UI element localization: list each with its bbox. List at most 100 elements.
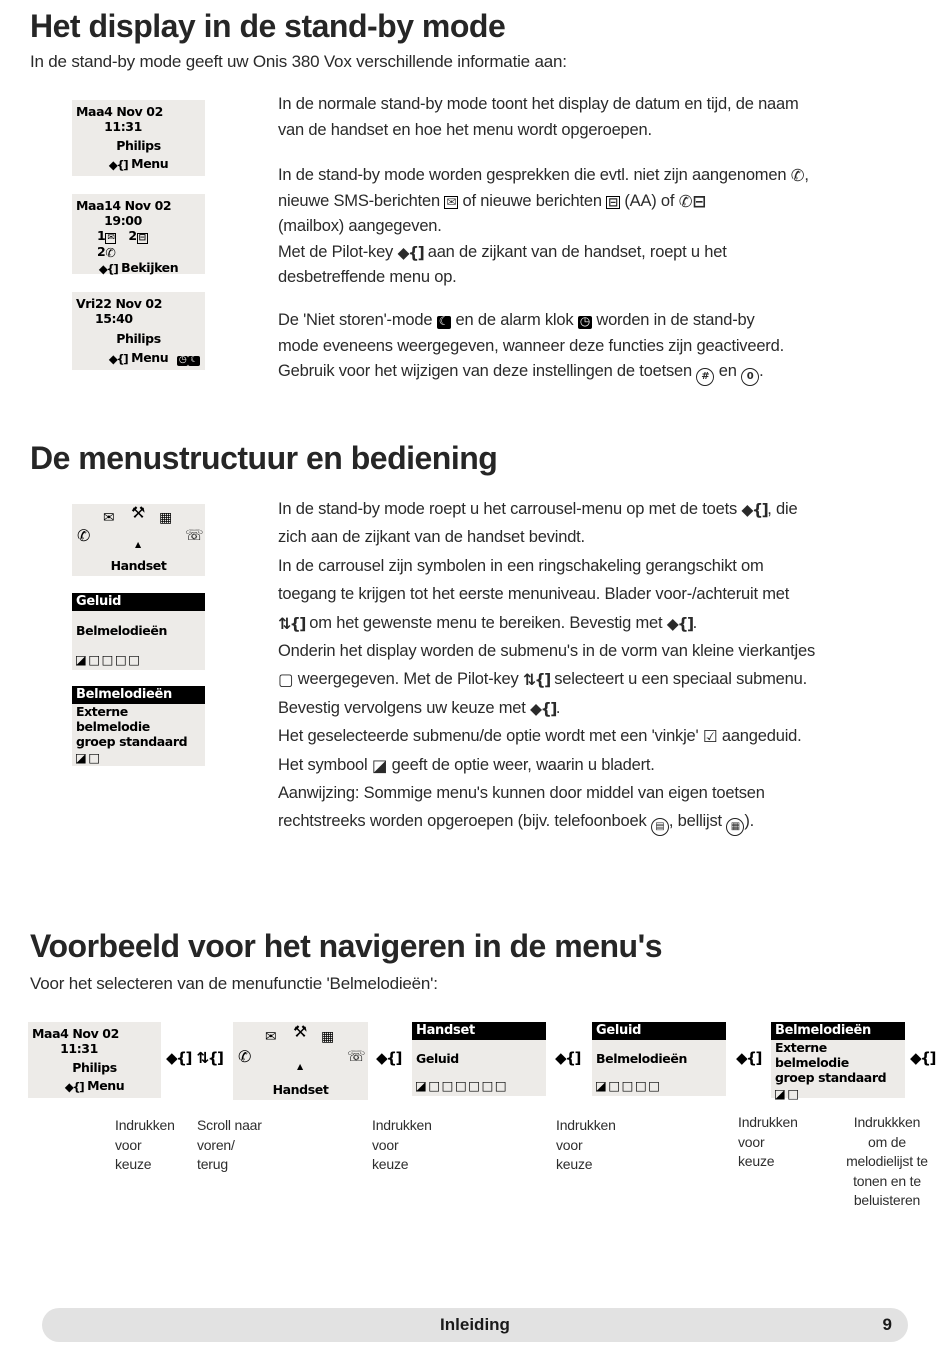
carousel-sms-icon: ✉ <box>265 1029 277 1045</box>
lcd-standby-events: Maa 14 Nov 02 19:00 1 ✉ 2 ⊟ 2✆ ◆{] Bekijke… <box>72 194 205 276</box>
lcd-date-row: Vri 22 Nov 02 15:40 <box>75 295 202 326</box>
nav-lcd-menu-geluid: Geluid Belmelodieën ◪□□□□ <box>592 1022 726 1096</box>
carousel-label: Handset <box>272 1082 329 1097</box>
footer-section-label: Inleiding <box>440 1315 510 1334</box>
lcd-menu-item: Belmelodieën <box>76 623 167 639</box>
browse-square-icon: ◪ <box>75 750 89 765</box>
lcd-handset-name: Philips <box>72 1059 117 1075</box>
empty-square-icon: □ <box>88 750 102 765</box>
lcd-datetime: 4 Nov 02 11:31 <box>60 1026 119 1056</box>
lcd-submenu-squares: ◪□□□□□□ <box>412 1077 546 1093</box>
missed-call-icon: ✆ <box>105 245 116 260</box>
calllist-key-icon: ▦ <box>726 818 745 837</box>
browse-square-icon: ◪ <box>415 1077 429 1093</box>
browse-square-icon: ◪ <box>75 651 89 667</box>
pilot-key-icon: ◆{] <box>98 261 119 276</box>
pilot-key-icon: ◆{] <box>555 1049 581 1067</box>
zero-key-icon: 0 <box>741 368 760 386</box>
lcd-menu-item: Geluid <box>416 1050 459 1066</box>
empty-square-icon: □ <box>634 1077 649 1093</box>
section2-title: De menustructuur en bediening <box>30 440 498 476</box>
section1-paragraph-2: In de stand-by mode worden gesprekken di… <box>278 166 809 286</box>
empty-square-icon: □ <box>481 1077 495 1093</box>
lcd-status-icons: ◷ ☾ <box>176 350 200 367</box>
mailbox-icon: ✆⊟ <box>678 191 706 211</box>
pilot-key-icon: ◆{] <box>555 1047 581 1067</box>
lcd-menu-belmelodieen: Belmelodieën Externe belmelodie groep st… <box>72 686 205 766</box>
phonebook-key-icon: ▤ <box>650 818 669 837</box>
lcd-standby-normal: Maa 4 Nov 02 11:31 Philips ◆{] Menu <box>72 100 205 176</box>
missed-call-icon: ✆ <box>790 166 805 185</box>
section3-title: Voorbeeld voor het navigeren in de menu'… <box>30 928 662 964</box>
carousel-label: Handset <box>110 558 167 573</box>
alarm-clock-icon: ◷ <box>176 355 189 367</box>
section3-intro: Voor het selecteren van de menufunctie '… <box>30 974 438 993</box>
empty-square-icon: □ <box>454 1077 469 1093</box>
lcd-menu-geluid: Geluid Belmelodieën ◪□□□□ <box>72 593 205 670</box>
carousel-tools-icon: ⚒ <box>131 503 145 522</box>
lcd-submenu-squares: ◪□□□□ <box>592 1077 726 1093</box>
carousel-pointer-icon: ▲ <box>297 1062 303 1071</box>
lcd-submenu-squares: ◪□□□□ <box>72 651 205 667</box>
lcd-menu-header: Geluid <box>592 1022 726 1040</box>
empty-square-icon: □ <box>114 651 129 667</box>
lcd-handset-name: Philips <box>116 330 161 346</box>
nav-lcd-menu-belmelodieen: Belmelodieën Externe belmelodie groep st… <box>771 1022 905 1101</box>
empty-square-icon: □ <box>128 651 142 667</box>
carousel-phone-icon: ☏ <box>347 1047 366 1065</box>
lcd-day: Maa <box>76 104 105 119</box>
lcd-menu-header: Belmelodieën <box>771 1022 905 1040</box>
scroll-key-icon: ⇅{] <box>522 670 551 690</box>
pilot-key-icon: ◆{] <box>166 1049 192 1067</box>
nav-lcd-standby: Maa 4 Nov 02 11:31 Philips ◆{] Menu <box>28 1022 161 1098</box>
lcd-menu-line2: groep standaard <box>775 1070 887 1085</box>
scroll-key-icon: ⇅{] <box>196 1049 224 1067</box>
nav-caption-6: Indrukkken om de melodielijst te tonen en t… <box>846 1114 928 1208</box>
section1-paragraph-1: In de normale stand-by mode toont het di… <box>278 95 799 139</box>
lcd-datetime: 4 Nov 02 11:31 <box>104 104 163 134</box>
lcd-date-row: Maa 14 Nov 02 19:00 <box>75 197 202 228</box>
pilot-key-icon: ◆{] <box>397 242 424 262</box>
lcd-date-row: Maa 4 Nov 02 11:31 <box>75 103 202 134</box>
lcd-handset-name: Philips <box>116 137 161 153</box>
pilot-key-icon: ◆{] <box>64 1080 85 1095</box>
nav-lcd-carousel: ✆ ✉ ⚒ ▦ ☏ ▲ Handset <box>233 1022 368 1100</box>
empty-square-icon: □ <box>428 1077 442 1093</box>
pilot-key-icon: ◆{] <box>376 1049 402 1067</box>
browse-square-icon: ◪ <box>371 755 388 775</box>
section1-intro: In de stand-by mode geeft uw Onis 380 Vo… <box>30 52 567 71</box>
nav-caption-4: Indrukken voor keuze <box>556 1117 616 1172</box>
carousel-pointer-icon: ▲ <box>135 540 141 549</box>
empty-square-icon: □ <box>648 1077 662 1093</box>
nav-lcd-menu-handset: Handset Geluid ◪□□□□□□ <box>412 1022 546 1096</box>
empty-square-icon: □ <box>787 1086 801 1101</box>
lcd-day: Maa <box>76 198 105 213</box>
pilot-key-icon: ◆{] <box>736 1047 762 1067</box>
carousel-tools-icon: ⚒ <box>293 1022 307 1041</box>
lcd-day: Maa <box>32 1026 61 1041</box>
pilot-key-icon: ◆{] <box>108 352 129 367</box>
browse-square-icon: ◪ <box>774 1086 788 1101</box>
lcd-menu-header: Handset <box>412 1022 546 1040</box>
pilot-key-icon: ◆{] <box>376 1047 402 1067</box>
lcd-date-row: Maa 4 Nov 02 11:31 <box>31 1025 158 1056</box>
lcd-softkey-line: ◆{] Menu ◷ ☾ <box>75 350 202 367</box>
lcd-submenu-squares: ◪□ <box>771 1085 905 1101</box>
carousel-phone-icon: ☏ <box>185 526 204 544</box>
check-square-icon: ☑ <box>702 727 718 747</box>
lcd-menu-line1: Externe belmelodie <box>775 1040 849 1070</box>
empty-square-icon: □ <box>441 1077 455 1093</box>
lcd-menu-header: Geluid <box>72 593 205 611</box>
nav-caption-2: Scroll naar voren/terug <box>197 1117 262 1172</box>
alarm-clock-icon: ◷ <box>577 314 592 329</box>
pilot-key-icon: ◆{] <box>736 1049 762 1067</box>
submenu-square-icon: ▢ <box>278 670 294 690</box>
section1-title: Het display in de stand-by mode <box>30 8 506 44</box>
scroll-key-icon: ⇅{] <box>278 613 306 633</box>
lcd-softkey: ◆{] Menu <box>108 350 169 367</box>
empty-square-icon: □ <box>468 1077 482 1093</box>
pilot-key-icon: ◆{] <box>530 698 557 718</box>
footer-bar: Inleiding 9 <box>42 1308 908 1342</box>
empty-square-icon: □ <box>608 1077 622 1093</box>
nav-caption-3: Indrukken voor keuze <box>372 1117 432 1172</box>
